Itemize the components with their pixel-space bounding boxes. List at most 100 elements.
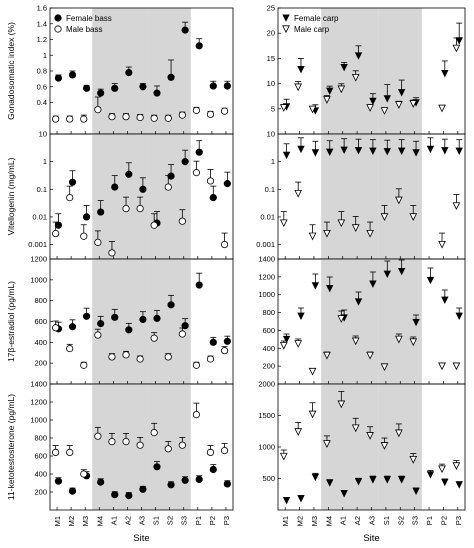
male-bass-point	[108, 249, 116, 257]
shaded-site-group-2	[148, 134, 191, 259]
female-bass-point	[139, 315, 147, 324]
female-carp-point	[383, 270, 391, 279]
male-carp-point	[294, 83, 303, 92]
male-carp-point	[351, 337, 360, 346]
y-tick-label: 1.6	[37, 4, 47, 13]
y-tick-label: 1	[43, 51, 47, 60]
male-bass-point	[220, 107, 229, 115]
female-bass-point	[68, 487, 77, 495]
male-bass-point	[122, 437, 130, 446]
male-carp-point	[279, 452, 288, 461]
female-bass-point	[139, 83, 147, 91]
male-bass-point	[136, 355, 144, 363]
y-tick-label: 1200	[30, 398, 47, 407]
female-bass-point	[125, 326, 133, 334]
female-bass-point	[181, 158, 189, 166]
female-carp-point	[311, 473, 320, 482]
female-carp-point	[412, 318, 420, 327]
male-bass-point	[136, 204, 144, 213]
female-carp-point	[354, 52, 363, 60]
female-carp-point	[326, 87, 334, 96]
x-tick-label: M4	[95, 516, 104, 526]
male-bass-point	[66, 448, 74, 456]
male-carp-point	[452, 362, 461, 371]
female-bass-point	[223, 337, 231, 345]
legend-label: Male bass	[66, 25, 102, 34]
male-bass-point	[164, 445, 172, 453]
female-carp-point	[326, 148, 334, 157]
female-carp-point	[441, 147, 449, 155]
female-carp-point	[311, 282, 320, 290]
y-tick-label: 10	[267, 79, 275, 88]
female-carp-point	[441, 478, 449, 487]
female-bass-point	[167, 172, 175, 180]
female-bass-point	[125, 170, 133, 178]
female-bass-point	[153, 314, 161, 322]
female-bass-point	[223, 480, 231, 488]
female-carp-point	[282, 151, 291, 160]
legend-label: Male carp	[294, 25, 330, 34]
y-tick-label: 400	[34, 470, 47, 479]
y-axis-label: 11-ketotestosterone (pg/mL)	[6, 394, 16, 500]
x-tick-label: A1	[109, 516, 118, 525]
male-carp-point	[409, 213, 418, 222]
y-tick-label: 20	[267, 29, 275, 38]
y-tick-label: 1	[271, 157, 275, 166]
y-tick-label: 200	[34, 359, 47, 368]
male-carp-point	[308, 367, 317, 376]
legend-label: Female bass	[66, 14, 112, 23]
shaded-site-group-1	[92, 8, 149, 134]
male-bass-point	[80, 232, 88, 240]
female-carp-point	[354, 478, 363, 486]
panel-vtg_bass: 0.001 0.01 0.1 1 10 Vitellogenin (mg/mL)	[6, 130, 234, 260]
x-tick-label: A1	[339, 516, 348, 525]
y-tick-label: 1000	[30, 416, 47, 425]
female-bass-point	[209, 82, 217, 90]
male-bass-point	[220, 240, 229, 249]
y-tick-label: 15	[267, 54, 275, 63]
male-bass-point	[150, 334, 158, 342]
female-bass-point	[97, 89, 105, 97]
x-tick-label: P2	[208, 516, 217, 525]
male-carp-point	[337, 315, 346, 323]
x-tick-label: S3	[180, 516, 189, 525]
female-bass-point	[125, 491, 133, 500]
male-carp-point	[452, 202, 461, 211]
y-tick-label: 200	[34, 488, 47, 497]
y-tick-label: 1000	[258, 290, 275, 299]
male-carp-point	[366, 104, 374, 112]
male-carp-point	[395, 196, 403, 205]
x-tick-label: M1	[53, 516, 62, 526]
male-bass-point	[66, 193, 74, 202]
x-tick-label: S2	[166, 516, 175, 525]
male-carp-point	[351, 73, 360, 82]
male-carp-point	[323, 96, 331, 104]
x-tick-label: P1	[194, 516, 203, 525]
male-carp-point	[366, 229, 374, 238]
y-tick-label: 0.01	[32, 212, 47, 221]
male-carp-point	[395, 335, 403, 344]
y-tick-label: 10	[39, 130, 47, 139]
female-carp-point	[369, 280, 377, 288]
male-bass-point	[150, 428, 158, 437]
male-carp-point	[452, 462, 461, 470]
legend-label: Female carp	[294, 14, 339, 23]
female-bass-point	[111, 313, 119, 321]
male-bass-point	[66, 344, 74, 353]
female-bass-point	[68, 71, 77, 79]
y-tick-label: 0.001	[256, 240, 275, 249]
female-bass-point	[111, 491, 119, 499]
y-tick-label: 200	[262, 362, 275, 371]
shaded-site-group-1	[92, 134, 149, 259]
female-bass-point	[139, 485, 147, 493]
male-bass-point	[150, 221, 158, 229]
y-tick-label: 600	[34, 452, 47, 461]
shaded-site-group-2	[378, 8, 422, 134]
male-carp-point	[380, 107, 389, 115]
y-tick-label: 2000	[258, 380, 275, 389]
female-bass-point	[223, 82, 231, 90]
female-bass-point	[167, 301, 175, 309]
female-carp-point	[455, 147, 463, 156]
y-tick-label: 1500	[258, 411, 275, 420]
y-tick-label: 0.01	[260, 212, 275, 221]
